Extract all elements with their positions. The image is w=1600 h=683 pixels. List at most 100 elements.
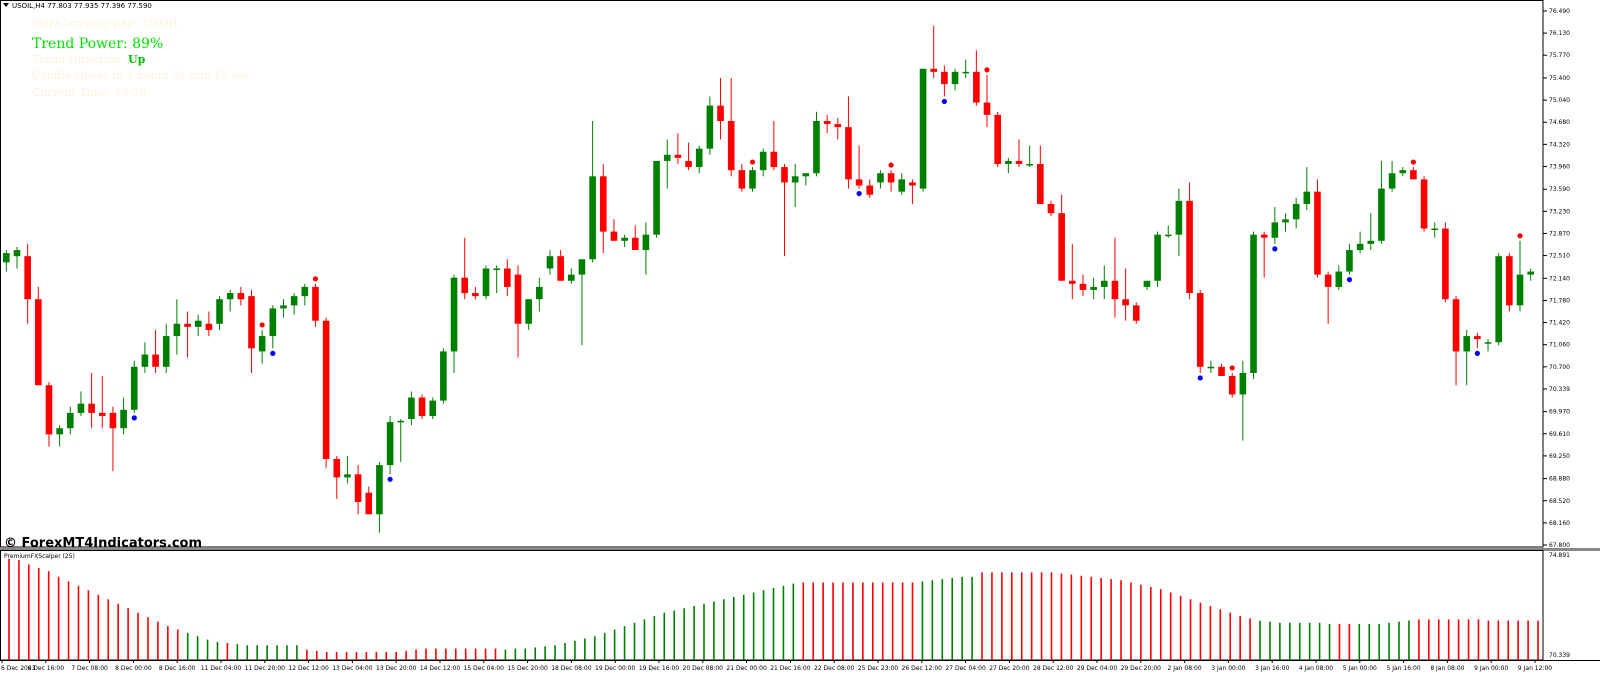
time-tick-label: 29 Dec 20:00 — [1121, 665, 1162, 672]
candle-body — [536, 286, 543, 300]
candle-body — [1058, 213, 1065, 281]
time-tick-label: 6 Dec 16:00 — [28, 665, 65, 672]
candle-body — [354, 474, 362, 502]
time-tick-label: 28 Dec 12:00 — [1033, 665, 1074, 672]
symbol-header: USOIL,H4 77.803 77.935 77.396 77.590 — [3, 2, 152, 10]
time-tick-label: 19 Dec 00:00 — [595, 665, 636, 672]
price-tick-label: 72.870 — [1549, 230, 1570, 237]
candle-body — [120, 409, 127, 429]
price-tick-label: 75.400 — [1549, 75, 1570, 82]
candle-body — [642, 234, 650, 251]
candle-body — [589, 176, 596, 260]
time-tick-label: 6 Dec 2023 — [1, 665, 36, 672]
candle-body — [162, 336, 170, 367]
dropdown-triangle-icon[interactable] — [3, 3, 9, 7]
subwindow-frame — [0, 550, 1544, 661]
candle-body — [45, 385, 53, 435]
candle-body — [653, 160, 660, 235]
candle-body — [152, 354, 159, 367]
time-tick-label: 12 Dec 12:00 — [288, 665, 329, 672]
candle-body — [386, 422, 394, 466]
candle-body — [695, 148, 703, 168]
sell-signal-dot — [259, 322, 265, 328]
candle-body — [610, 231, 618, 241]
price-tick-label: 68.520 — [1549, 498, 1570, 505]
candle-body — [1463, 336, 1471, 352]
candle-body — [1005, 160, 1012, 165]
candle-body — [472, 293, 479, 297]
time-tick-label: 4 Jan 08:00 — [1299, 665, 1333, 672]
candle-body — [333, 458, 341, 478]
candle-body — [418, 397, 426, 416]
price-tick-label: 71.420 — [1549, 320, 1570, 327]
price-tick-label: 75.770 — [1549, 52, 1570, 59]
candle-body — [567, 274, 575, 281]
candle-body — [845, 127, 852, 180]
time-tick-label: 14 Dec 12:00 — [420, 665, 461, 672]
candle-body — [269, 308, 277, 337]
sub-max-label: 74.891 — [1549, 552, 1570, 559]
indicator-label: PremiumFXScalper (25) — [4, 553, 75, 560]
candle-body — [248, 296, 255, 349]
candle-body — [1292, 203, 1300, 220]
time-tick-label: 8 Dec 00:00 — [115, 665, 152, 672]
candle-body — [1506, 256, 1513, 306]
time-tick-label: 3 Jan 00:00 — [1211, 665, 1245, 672]
candle-body — [493, 268, 500, 270]
time-tick-label: 27 Dec 20:00 — [989, 665, 1030, 672]
time-tick-label: 9 Jan 12:00 — [1518, 665, 1552, 672]
candle-body — [727, 120, 735, 171]
candle-body — [237, 293, 245, 300]
candle-body — [674, 154, 682, 158]
price-tick-label: 72.140 — [1549, 275, 1570, 282]
candle-body — [1143, 280, 1151, 287]
buy-signal-dot — [131, 415, 137, 421]
candle-body — [194, 320, 202, 327]
candle-body — [258, 336, 266, 352]
candle-body — [1111, 280, 1119, 300]
price-tick-label: 72.510 — [1549, 253, 1570, 260]
time-tick-label: 3 Jan 16:00 — [1255, 665, 1289, 672]
candle-body — [461, 277, 469, 294]
candle-body — [1314, 191, 1321, 275]
candle-body — [1100, 280, 1108, 287]
candle-body — [13, 250, 21, 257]
sell-signal-dot — [1410, 159, 1417, 165]
symbol-line: USOIL,H4 77.803 77.935 77.396 77.590 — [12, 2, 152, 10]
price-tick-label: 68.880 — [1549, 476, 1570, 483]
candle-body — [280, 305, 287, 309]
candle-body — [1154, 234, 1161, 281]
candle-body — [440, 351, 447, 401]
candle-body — [109, 412, 117, 429]
price-tick-label: 75.040 — [1549, 97, 1570, 104]
candle-body — [1090, 286, 1097, 290]
candle-body — [1271, 222, 1279, 238]
candle-body — [1420, 179, 1428, 229]
candle-body — [898, 179, 906, 192]
candle-body — [1068, 280, 1076, 284]
candle-body — [1175, 200, 1183, 235]
candle-body — [1282, 219, 1289, 223]
candle-body — [344, 474, 351, 478]
candle-body — [429, 400, 437, 416]
sell-signal-dot — [1229, 365, 1235, 371]
candle-body — [56, 428, 63, 435]
time-tick-label: 13 Dec 04:00 — [332, 665, 373, 672]
sell-signal-dot — [984, 67, 990, 73]
main-frame — [0, 0, 1544, 548]
time-tick-label: 20 Dec 08:00 — [683, 665, 724, 672]
time-tick-label: 9 Jan 00:00 — [1474, 665, 1508, 672]
candle-body — [813, 120, 820, 174]
price-tick-label: 74.680 — [1549, 119, 1570, 126]
candle-body — [877, 173, 884, 183]
candle-body — [1047, 203, 1055, 214]
candle-body — [77, 403, 85, 413]
candle-body — [141, 354, 149, 367]
candle-body — [834, 124, 842, 128]
price-tick-label: 69.250 — [1549, 453, 1570, 460]
candle-body — [1260, 234, 1268, 238]
trend-power: Trend Power: 89% — [32, 36, 164, 52]
time-tick-label: 26 Dec 12:00 — [902, 665, 943, 672]
candle-body — [514, 274, 522, 324]
